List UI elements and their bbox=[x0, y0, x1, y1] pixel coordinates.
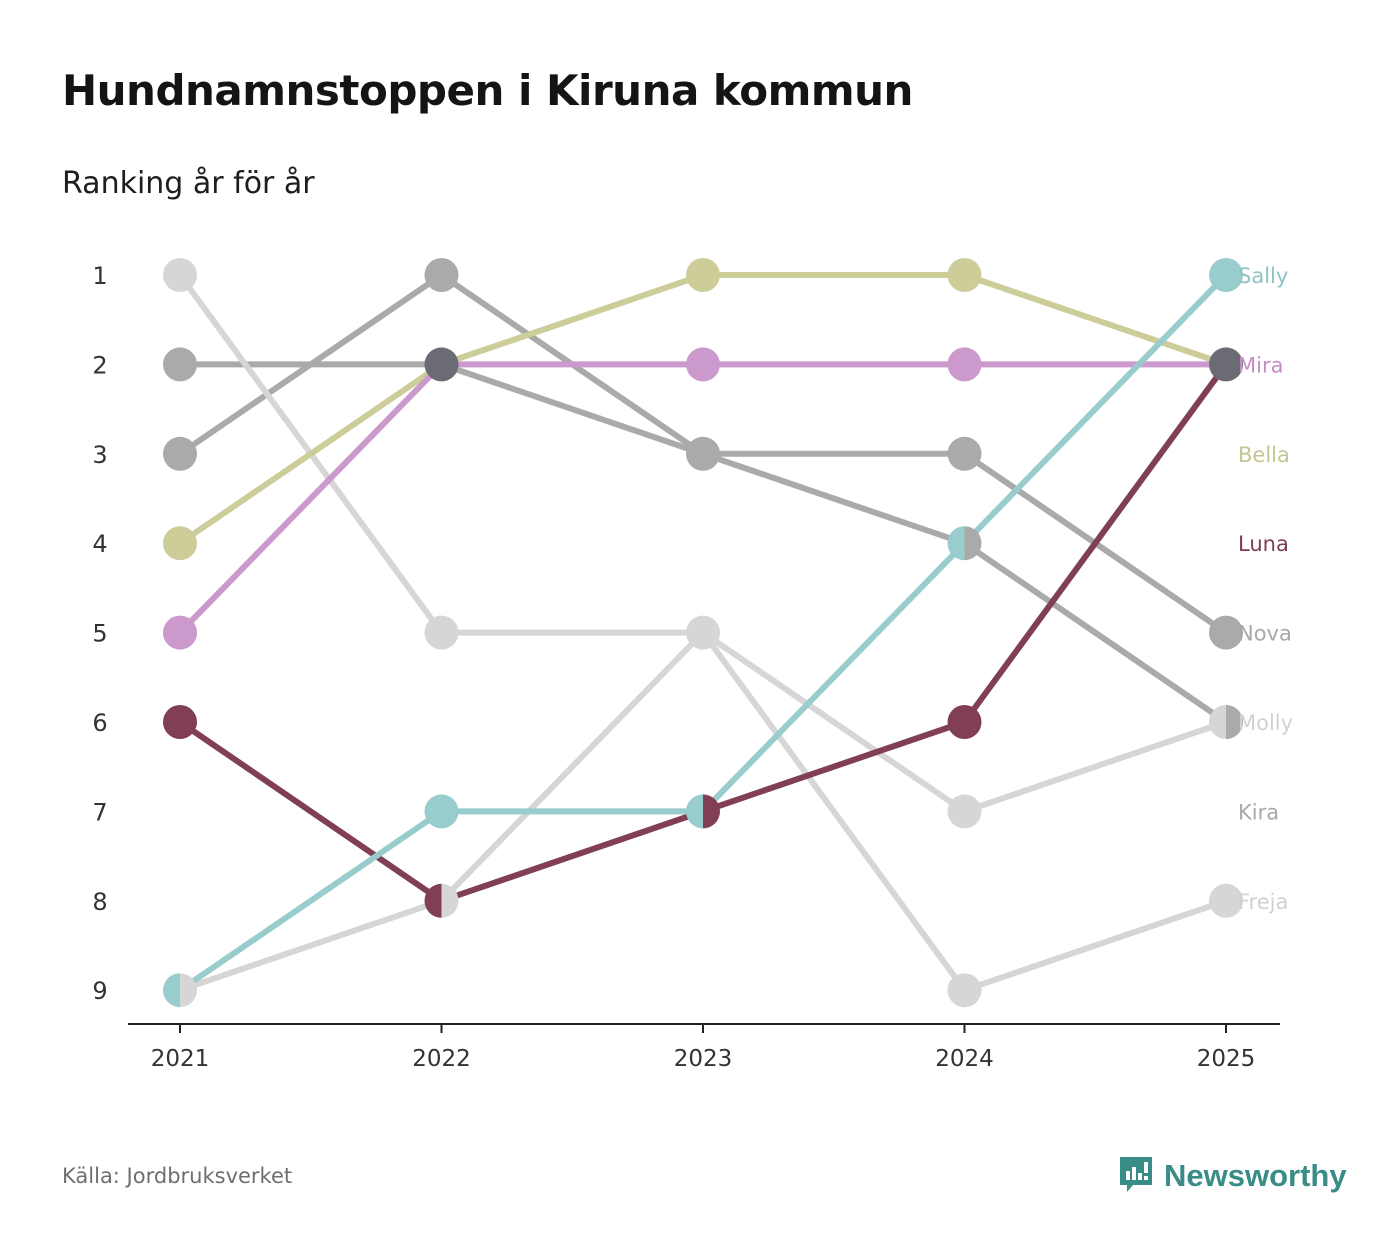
point-kira bbox=[424, 258, 459, 292]
end-label-molly: Molly bbox=[1238, 711, 1293, 735]
y-tick-label: 2 bbox=[92, 351, 107, 379]
point-half-luna bbox=[424, 883, 442, 918]
point-half-molly bbox=[180, 973, 197, 1008]
x-tick-label: 2022 bbox=[412, 1046, 471, 1072]
point-bella bbox=[947, 258, 982, 292]
point-kira bbox=[1209, 615, 1243, 650]
point-half-luna bbox=[703, 794, 720, 829]
x-tick-label: 2023 bbox=[674, 1046, 733, 1072]
end-label-kira: Kira bbox=[1238, 800, 1279, 824]
y-tick-label: 6 bbox=[92, 709, 107, 737]
point-bella bbox=[686, 258, 720, 292]
y-tick-label: 5 bbox=[92, 620, 107, 648]
newsworthy-logo-icon bbox=[1118, 1154, 1154, 1198]
point-half-sally bbox=[947, 526, 965, 561]
point-nova bbox=[163, 347, 197, 382]
point-kira bbox=[163, 436, 197, 471]
point-overlap-nova-bella-mira bbox=[424, 347, 459, 382]
point-luna bbox=[947, 705, 982, 739]
series-line-mira bbox=[177, 361, 1229, 636]
point-freja-molly bbox=[686, 615, 720, 650]
point-sally bbox=[424, 794, 459, 829]
y-tick-label: 9 bbox=[92, 977, 107, 1005]
end-label-mira: Mira bbox=[1238, 353, 1283, 377]
end-label-freja: Freja bbox=[1238, 890, 1288, 914]
point-molly bbox=[1209, 883, 1243, 918]
point-kira-nova bbox=[686, 436, 720, 471]
point-half-freja bbox=[1209, 705, 1226, 739]
point-half-molly bbox=[441, 883, 459, 918]
chart-subtitle: Ranking år för år bbox=[62, 166, 315, 201]
series-line-nova bbox=[177, 361, 1229, 725]
point-bella bbox=[163, 526, 197, 561]
end-label-nova: Nova bbox=[1238, 622, 1292, 646]
point-kira bbox=[947, 436, 982, 471]
chart-title: Hundnamnstoppen i Kiruna kommun bbox=[62, 66, 913, 115]
series-line-bella bbox=[177, 272, 1229, 547]
point-half-nova bbox=[1226, 705, 1243, 739]
point-freja bbox=[163, 258, 197, 292]
point-mira bbox=[163, 615, 197, 650]
x-tick-label: 2025 bbox=[1197, 1046, 1256, 1072]
y-tick-label: 8 bbox=[92, 888, 107, 916]
point-sally bbox=[1209, 258, 1243, 292]
point-freja bbox=[947, 794, 982, 829]
point-mira bbox=[686, 347, 720, 382]
y-tick-label: 1 bbox=[92, 262, 107, 290]
x-tick-label: 2021 bbox=[151, 1046, 210, 1072]
point-freja bbox=[424, 615, 459, 650]
point-half-sally bbox=[163, 973, 180, 1008]
point-molly bbox=[947, 973, 982, 1008]
source-note: Källa: Jordbruksverket bbox=[62, 1164, 293, 1188]
end-label-bella: Bella bbox=[1238, 443, 1290, 467]
y-tick-label: 3 bbox=[92, 441, 107, 469]
y-tick-label: 7 bbox=[92, 798, 107, 826]
end-label-sally: Sally bbox=[1238, 264, 1288, 288]
point-luna bbox=[163, 705, 197, 739]
brand-logo[interactable]: Newsworthy bbox=[1118, 1153, 1347, 1199]
end-label-luna: Luna bbox=[1238, 532, 1289, 556]
x-tick-label: 2024 bbox=[935, 1046, 994, 1072]
point-mira bbox=[947, 347, 982, 382]
point-half-sally bbox=[686, 794, 703, 829]
brand-name: Newsworthy bbox=[1164, 1158, 1347, 1193]
point-half-nova bbox=[964, 526, 982, 561]
point-overlap-bella-mira-luna bbox=[1209, 347, 1243, 382]
y-tick-label: 4 bbox=[92, 530, 107, 558]
